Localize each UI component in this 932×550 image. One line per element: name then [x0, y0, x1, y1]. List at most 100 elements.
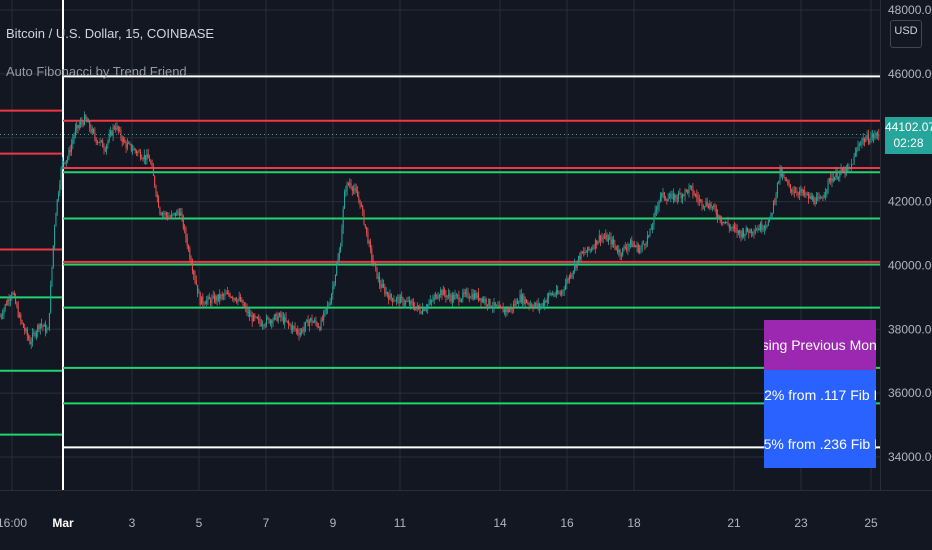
candle-body — [258, 318, 260, 320]
candle-body — [350, 183, 352, 188]
candle-body — [857, 145, 859, 151]
candle-body — [706, 201, 708, 207]
candle-body — [381, 283, 383, 288]
candle-body — [470, 297, 472, 299]
candle-body — [565, 284, 566, 290]
candle-body — [41, 323, 43, 326]
candle-body — [129, 143, 131, 145]
candle-body — [145, 155, 147, 161]
candle-body — [531, 304, 533, 307]
candle-body — [471, 293, 473, 298]
price-tick-label: 40000.00 — [888, 258, 932, 272]
candle-body — [726, 222, 728, 224]
candle-body — [154, 175, 156, 187]
candle-body — [509, 310, 511, 312]
candle-body — [542, 303, 544, 306]
candle-body — [28, 336, 30, 340]
candle-body — [844, 169, 846, 175]
candle-body — [856, 150, 858, 153]
candle-body — [172, 213, 174, 215]
candle-body — [575, 264, 577, 268]
candle-body — [371, 248, 373, 261]
candle-body — [403, 303, 405, 305]
candle-body — [420, 312, 422, 314]
candle-body — [718, 215, 720, 218]
candle-body — [251, 315, 253, 322]
candle-body — [523, 295, 525, 304]
candle-body — [43, 324, 45, 327]
candle-body — [113, 127, 115, 129]
candle-body — [481, 298, 483, 302]
candle-body — [125, 142, 127, 148]
candle-body — [271, 320, 273, 324]
candle-body — [186, 238, 188, 247]
candle-body — [752, 232, 754, 234]
candle-body — [840, 168, 842, 172]
candle-body — [871, 134, 873, 138]
candle-body — [854, 152, 856, 156]
candle-body — [656, 208, 657, 211]
candle-body — [568, 275, 570, 281]
candle-body — [663, 192, 665, 199]
candle-body — [735, 227, 737, 229]
candle-body — [311, 318, 313, 323]
candle-body — [354, 188, 356, 190]
candle-body — [290, 325, 292, 330]
candle-body — [188, 246, 189, 249]
candle-body — [630, 239, 631, 245]
candle-body — [814, 202, 816, 204]
candle-body — [545, 300, 547, 303]
candle-body — [81, 122, 83, 123]
candle-body — [181, 212, 183, 217]
candle-body — [68, 150, 70, 158]
candle-body — [316, 323, 318, 327]
candle-body — [341, 228, 343, 247]
candle-body — [234, 298, 236, 301]
candle-body — [765, 226, 767, 228]
candle-body — [52, 245, 54, 267]
currency-button[interactable]: USD — [890, 20, 922, 48]
candle-body — [342, 208, 344, 229]
candle-body — [524, 299, 526, 304]
candle-body — [65, 160, 67, 164]
candle-body — [506, 308, 508, 313]
candle-body — [264, 324, 266, 326]
candle-body — [55, 213, 57, 227]
candle-body — [110, 131, 111, 135]
candle-body — [58, 193, 59, 200]
time-tick-label: 14 — [493, 516, 507, 530]
candle-body — [123, 139, 124, 142]
candle-body — [749, 229, 751, 234]
candle-body — [280, 313, 282, 318]
candle-body — [242, 300, 244, 306]
candle-body — [38, 325, 40, 329]
candle-body — [203, 302, 205, 304]
candle-body — [537, 303, 539, 307]
candle-body — [463, 292, 465, 294]
candle-body — [425, 308, 427, 310]
candle-body — [84, 115, 85, 125]
candle-body — [0, 315, 2, 317]
candle-body — [86, 118, 88, 123]
last-price-value: 44102.07 — [885, 120, 932, 134]
candle-body — [535, 302, 537, 306]
candle-body — [143, 155, 145, 160]
candle-body — [410, 300, 412, 305]
candle-body — [120, 129, 122, 138]
candle-body — [626, 248, 628, 250]
candle-body — [817, 197, 819, 198]
candle-body — [334, 275, 336, 284]
candle-body — [2, 314, 4, 316]
candle-body — [743, 230, 745, 237]
candle-body — [540, 305, 542, 308]
time-tick-label: 16 — [560, 516, 574, 530]
candle-body — [228, 292, 230, 295]
candle-body — [700, 199, 702, 201]
candle-body — [103, 147, 105, 150]
candle-body — [741, 230, 743, 237]
candle-body — [262, 325, 264, 326]
candle-body — [394, 300, 396, 302]
candle-body — [320, 319, 322, 330]
candle-body — [583, 251, 585, 254]
